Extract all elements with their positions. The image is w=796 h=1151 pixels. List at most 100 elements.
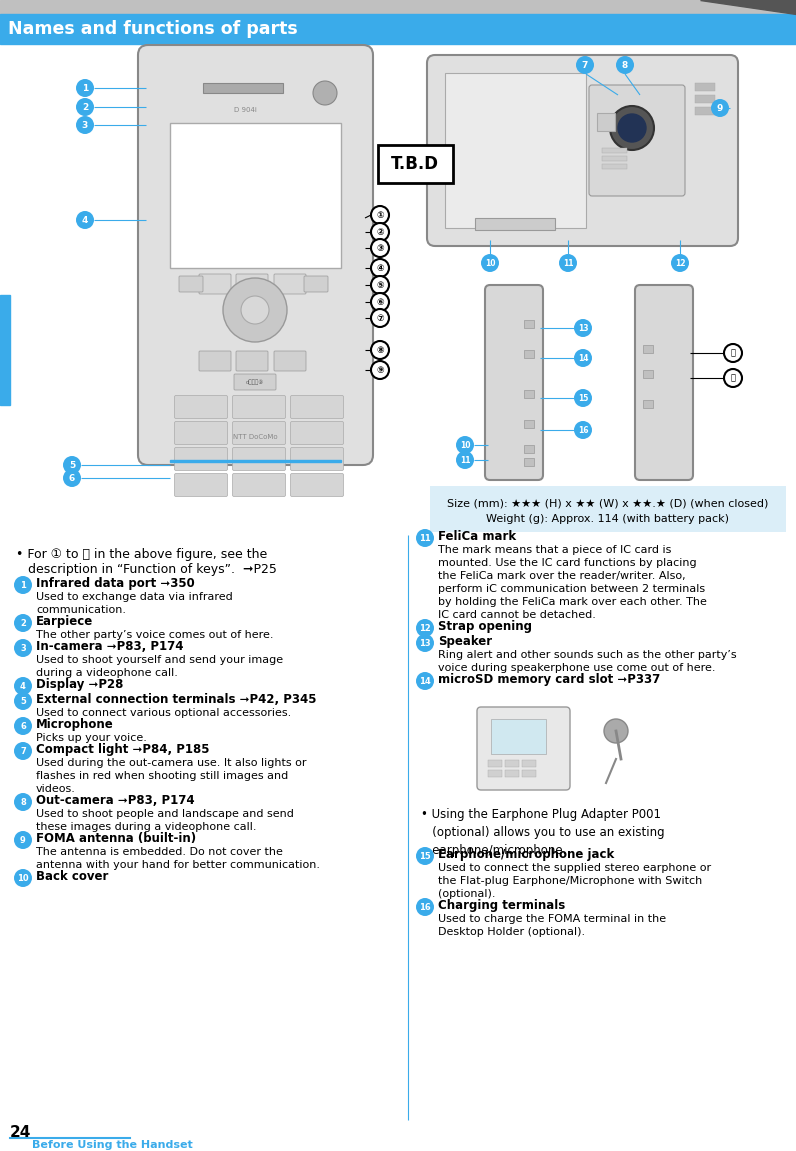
FancyBboxPatch shape <box>232 396 286 419</box>
Text: 2: 2 <box>82 102 88 112</box>
Text: by holding the FeliCa mark over each other. The: by holding the FeliCa mark over each oth… <box>438 597 707 607</box>
Bar <box>522 760 536 767</box>
Bar <box>524 350 534 358</box>
Circle shape <box>14 793 32 811</box>
Circle shape <box>371 223 389 241</box>
Text: flashes in red when shooting still images and: flashes in red when shooting still image… <box>36 771 288 782</box>
Text: ⑥: ⑥ <box>377 297 384 306</box>
Circle shape <box>313 81 337 105</box>
Circle shape <box>576 56 594 74</box>
Text: Used to shoot yourself and send your image: Used to shoot yourself and send your ima… <box>36 655 283 665</box>
Text: ③: ③ <box>377 244 384 252</box>
Text: Microphone: Microphone <box>36 718 114 731</box>
FancyBboxPatch shape <box>232 473 286 496</box>
Text: 11: 11 <box>419 534 431 542</box>
Circle shape <box>371 206 389 224</box>
Text: 4: 4 <box>82 215 88 224</box>
Text: ②: ② <box>377 228 384 236</box>
Circle shape <box>371 361 389 379</box>
Text: Size (mm): ★★★ (H) x ★★ (W) x ★★.★ (D) (when closed): Size (mm): ★★★ (H) x ★★ (W) x ★★.★ (D) (… <box>447 498 769 508</box>
Text: 8: 8 <box>20 798 26 807</box>
Text: 10: 10 <box>485 259 495 267</box>
Text: External connection terminals ➞P42, P345: External connection terminals ➞P42, P345 <box>36 693 317 706</box>
FancyBboxPatch shape <box>179 276 203 292</box>
Bar <box>488 770 502 777</box>
Text: The antenna is embedded. Do not cover the: The antenna is embedded. Do not cover th… <box>36 847 283 857</box>
Circle shape <box>456 451 474 468</box>
Text: ⑬: ⑬ <box>731 374 736 382</box>
Text: Used to charge the FOMA terminal in the: Used to charge the FOMA terminal in the <box>438 914 666 924</box>
Text: 13: 13 <box>578 323 588 333</box>
Text: microSD memory card slot ➞P337: microSD memory card slot ➞P337 <box>438 673 660 686</box>
Text: 6: 6 <box>20 722 26 731</box>
Text: voice during speakerphone use come out of here.: voice during speakerphone use come out o… <box>438 663 716 673</box>
Bar <box>602 148 627 153</box>
Circle shape <box>416 847 434 866</box>
Text: 3: 3 <box>82 121 88 130</box>
Circle shape <box>14 677 32 695</box>
Text: 12: 12 <box>675 259 685 267</box>
Bar <box>695 107 715 115</box>
Circle shape <box>63 468 81 487</box>
Bar <box>170 123 341 268</box>
Text: The other party’s voice comes out of here.: The other party’s voice comes out of her… <box>36 630 274 640</box>
Circle shape <box>14 742 32 760</box>
Text: • For ① to ⑭ in the above figure, see the: • For ① to ⑭ in the above figure, see th… <box>16 548 267 561</box>
Text: 16: 16 <box>419 902 431 912</box>
Text: ④: ④ <box>377 264 384 273</box>
Text: Display ➞P28: Display ➞P28 <box>36 678 123 691</box>
Bar <box>524 420 534 428</box>
Text: Strap opening: Strap opening <box>438 620 532 633</box>
Circle shape <box>711 99 729 117</box>
Text: videos.: videos. <box>36 784 76 794</box>
Circle shape <box>724 344 742 363</box>
Text: ⑨: ⑨ <box>377 366 384 374</box>
FancyBboxPatch shape <box>138 45 373 465</box>
Circle shape <box>481 254 499 272</box>
Circle shape <box>559 254 577 272</box>
Circle shape <box>616 56 634 74</box>
FancyBboxPatch shape <box>174 473 228 496</box>
Text: ⑤: ⑤ <box>377 281 384 290</box>
Text: the FeliCa mark over the reader/writer. Also,: the FeliCa mark over the reader/writer. … <box>438 571 685 581</box>
Text: 15: 15 <box>578 394 588 403</box>
Text: these images during a videophone call.: these images during a videophone call. <box>36 822 256 832</box>
Text: 1: 1 <box>20 580 26 589</box>
FancyBboxPatch shape <box>274 351 306 371</box>
Text: Weight (g): Approx. 114 (with battery pack): Weight (g): Approx. 114 (with battery pa… <box>486 514 729 524</box>
Text: Back cover: Back cover <box>36 870 108 883</box>
Bar <box>505 770 519 777</box>
FancyBboxPatch shape <box>291 421 344 444</box>
Text: Names and functions of parts: Names and functions of parts <box>8 20 298 38</box>
Text: 5: 5 <box>20 696 26 706</box>
Text: 7: 7 <box>582 61 588 69</box>
Text: FOMA antenna (built-in): FOMA antenna (built-in) <box>36 832 196 845</box>
Bar <box>597 113 615 131</box>
Text: 7: 7 <box>20 747 26 755</box>
Text: Desktop Holder (optional).: Desktop Holder (optional). <box>438 927 585 937</box>
Bar <box>475 218 555 230</box>
Text: D 904i: D 904i <box>233 107 256 113</box>
Circle shape <box>371 239 389 257</box>
Circle shape <box>76 98 94 116</box>
Bar <box>491 719 546 754</box>
Bar <box>378 145 453 183</box>
Text: ⑦: ⑦ <box>377 313 384 322</box>
Bar <box>695 83 715 91</box>
FancyBboxPatch shape <box>291 448 344 471</box>
Text: • Using the Earphone Plug Adapter P001
   (optional) allows you to use an existi: • Using the Earphone Plug Adapter P001 (… <box>421 808 665 857</box>
Text: Speaker: Speaker <box>438 635 492 648</box>
Circle shape <box>14 576 32 594</box>
Text: Out-camera ➞P83, P174: Out-camera ➞P83, P174 <box>36 794 195 807</box>
FancyBboxPatch shape <box>236 274 268 294</box>
Bar <box>430 486 786 532</box>
FancyBboxPatch shape <box>445 73 586 228</box>
Text: Charging terminals: Charging terminals <box>438 899 565 912</box>
FancyBboxPatch shape <box>635 285 693 480</box>
Circle shape <box>371 259 389 277</box>
Circle shape <box>416 672 434 689</box>
Text: communication.: communication. <box>36 605 126 615</box>
Bar <box>643 369 653 378</box>
Circle shape <box>416 529 434 547</box>
Circle shape <box>14 692 32 710</box>
